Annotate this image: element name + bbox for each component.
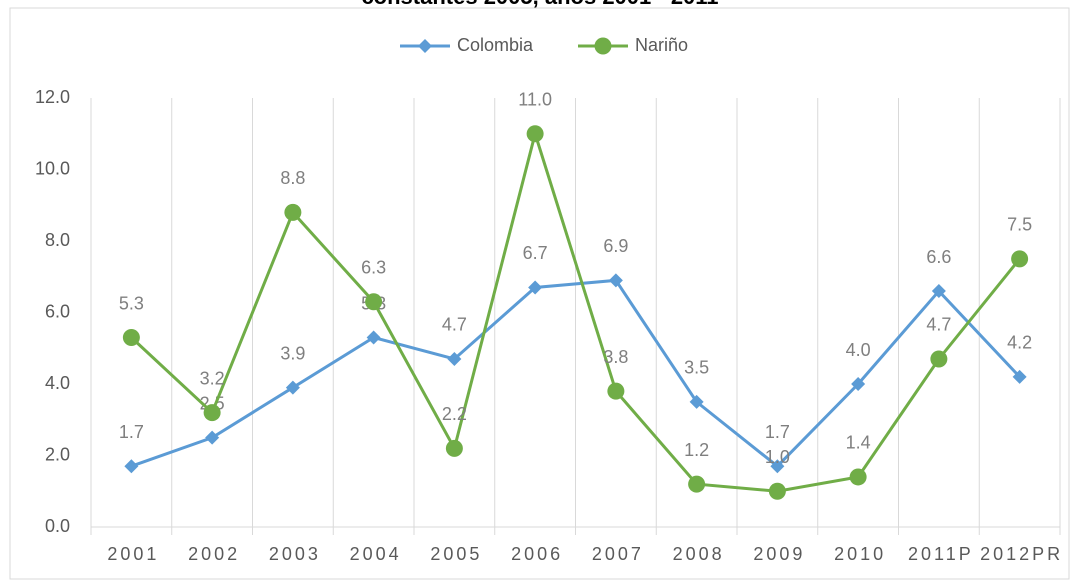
data-label: 1.0 (765, 447, 790, 467)
y-tick-label: 0.0 (45, 516, 70, 536)
data-point (770, 459, 785, 474)
data-point (1011, 250, 1029, 268)
legend-marker (594, 37, 612, 55)
data-point (607, 382, 625, 400)
data-label: 2.2 (442, 404, 467, 424)
data-label: 1.7 (119, 422, 144, 442)
x-tick-label: 2006 (511, 544, 563, 564)
data-label: 4.7 (926, 315, 951, 335)
data-label: 11.0 (518, 90, 552, 110)
x-tick-label: 2004 (350, 544, 402, 564)
data-label: 6.3 (361, 258, 386, 278)
data-point (930, 350, 948, 368)
x-tick-label: 2010 (834, 544, 886, 564)
data-point (284, 203, 302, 221)
data-point (849, 468, 867, 486)
data-point (445, 439, 463, 457)
legend-label: Nariño (635, 35, 688, 55)
data-label: 4.0 (846, 340, 871, 360)
data-label: 1.2 (684, 440, 709, 460)
y-tick-label: 12.0 (35, 87, 70, 107)
data-label: 4.7 (442, 315, 467, 335)
x-tick-label: 2009 (753, 544, 805, 564)
y-tick-label: 2.0 (45, 444, 70, 464)
data-label: 1.7 (765, 422, 790, 442)
x-tick-label: 2001 (107, 544, 159, 564)
data-point (285, 380, 300, 395)
data-label: 5.3 (119, 293, 144, 313)
x-tick-label: 2012PR (980, 544, 1063, 564)
data-point (447, 351, 462, 366)
data-point (608, 273, 623, 288)
series-line (130, 128, 1021, 493)
x-tick-label: 2007 (592, 544, 644, 564)
data-point (851, 377, 866, 391)
data-point (122, 329, 140, 347)
x-tick-label: 2003 (269, 544, 321, 564)
data-point (528, 280, 543, 295)
data-point (689, 394, 704, 409)
data-label: 4.2 (1007, 333, 1032, 353)
data-point (1012, 369, 1027, 384)
data-point (366, 330, 381, 345)
data-point (205, 430, 220, 445)
data-label: 1.4 (846, 433, 871, 453)
data-point (124, 459, 139, 474)
data-label: 3.8 (603, 347, 628, 367)
x-tick-label: 2005 (430, 544, 482, 564)
data-label: 3.2 (200, 368, 225, 388)
data-label: 6.7 (523, 243, 548, 263)
y-tick-label: 4.0 (45, 373, 70, 393)
data-point (688, 475, 706, 493)
x-tick-label: 2002 (188, 544, 240, 564)
legend-marker (418, 39, 432, 53)
data-label: 3.9 (280, 343, 305, 363)
data-point (931, 284, 946, 299)
y-tick-label: 6.0 (45, 301, 70, 321)
legend-label: Colombia (457, 35, 534, 55)
data-label: 8.8 (280, 168, 305, 188)
x-tick-label: 2011P (908, 544, 974, 564)
data-point (365, 293, 383, 311)
y-tick-label: 10.0 (35, 158, 70, 178)
data-label: 6.9 (603, 236, 628, 256)
chart-title: constantes 2005, años 2001 - 2011 (361, 0, 718, 9)
data-label: 3.5 (684, 358, 709, 378)
y-tick-label: 8.0 (45, 230, 70, 250)
data-label: 6.6 (926, 247, 951, 267)
series-line (130, 278, 1021, 469)
x-tick-label: 2008 (673, 544, 725, 564)
data-point (526, 125, 544, 143)
data-point (768, 482, 786, 500)
data-point (203, 404, 221, 422)
chart-border (9, 7, 1070, 580)
data-label: 7.5 (1007, 215, 1032, 235)
